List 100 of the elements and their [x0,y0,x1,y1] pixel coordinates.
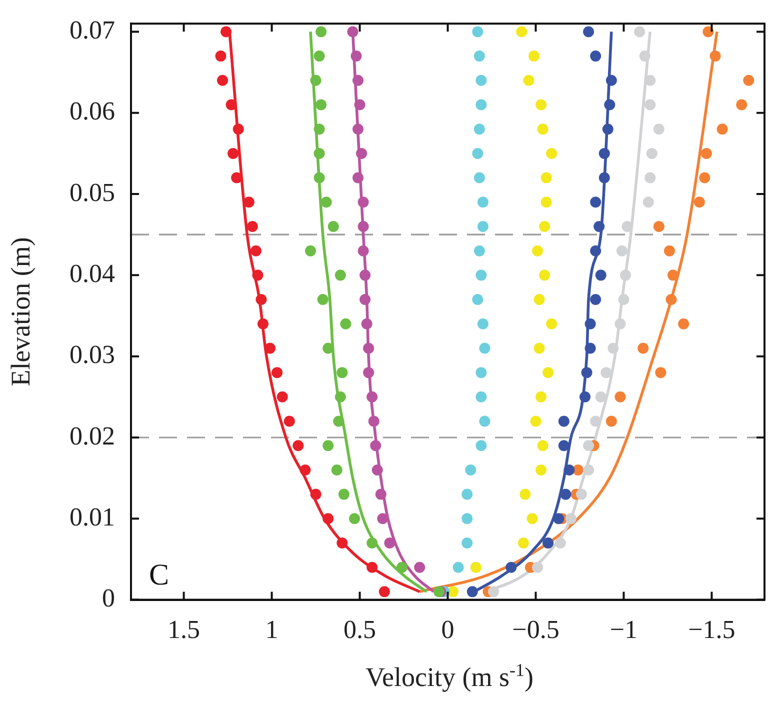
point [595,391,606,402]
point [228,148,239,159]
point [352,172,364,184]
point [304,245,316,256]
point [553,513,564,524]
point [377,513,388,524]
point [347,26,358,38]
point [558,440,570,452]
point [583,440,594,452]
point [375,488,386,500]
point [246,220,258,232]
point [331,464,342,476]
point [384,537,396,548]
point [526,513,538,524]
point [590,196,602,208]
point [316,26,327,38]
point [474,124,485,135]
point [520,488,531,500]
x-axis-title: Velocity (m s$^{-1}$) [364,660,534,693]
point [465,464,476,476]
point [540,196,552,208]
point [474,50,485,62]
x-tick-label: 1 [265,615,278,644]
point [536,391,547,402]
x-tick-label: 0.5 [344,615,376,644]
point [595,270,606,281]
point [358,245,369,256]
y-tick-label: 0.07 [70,16,115,45]
point [539,270,550,281]
point [310,74,322,86]
point [452,562,464,573]
point [542,367,554,378]
point [528,50,540,62]
point [368,416,380,427]
point [532,245,543,256]
point [716,124,728,135]
point [558,416,570,427]
point [702,26,714,38]
point [639,50,650,62]
point [316,99,327,110]
point [540,172,552,184]
point [614,318,626,330]
point [584,342,596,354]
point [363,367,374,378]
point [462,488,473,500]
point [360,294,371,306]
point [614,391,626,402]
point [583,464,594,476]
point [634,26,646,38]
point [448,586,459,598]
x-tick-label: −1.5 [688,615,736,644]
point [370,440,382,452]
point [539,220,550,232]
y-tick-label: 0.02 [70,421,115,450]
point [333,416,344,427]
point [328,220,339,232]
point [506,562,517,573]
point [576,488,587,500]
point [300,464,311,476]
point [598,148,610,159]
point [284,416,295,427]
point [530,416,542,427]
y-tick-label: 0.05 [70,178,115,207]
point [220,26,232,38]
point [356,148,368,159]
point [516,26,528,38]
point [638,342,649,354]
point [606,74,617,86]
point [655,367,666,378]
point [565,513,576,524]
point [604,99,616,110]
point [546,148,558,159]
point [618,294,630,306]
point [217,74,228,86]
point [667,270,678,281]
point [477,318,488,330]
point [590,50,602,62]
point [310,488,322,500]
point [358,220,369,232]
point [243,196,254,208]
point [699,172,710,184]
point [474,245,485,256]
point [472,148,484,159]
point [564,464,575,476]
point [479,416,490,427]
point [466,586,478,598]
point [476,391,487,402]
point [580,391,591,402]
point [598,172,610,184]
point [336,537,348,548]
point [462,537,473,548]
point [581,367,592,378]
point [537,440,548,452]
point [252,270,264,281]
point [644,99,656,110]
point [534,342,545,354]
point [350,50,362,62]
point [583,26,594,38]
point [354,99,366,110]
point [334,391,346,402]
